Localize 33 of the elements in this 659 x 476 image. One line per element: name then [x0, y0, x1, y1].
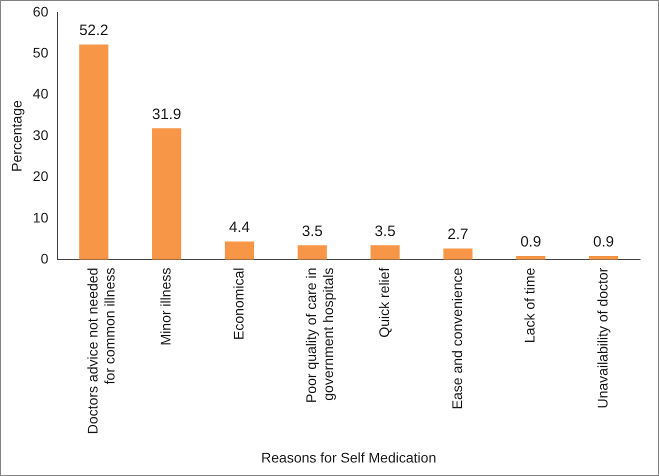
- y-tick-label: 40: [32, 86, 49, 102]
- bar: [370, 245, 400, 260]
- x-tick-label: Lack of time: [522, 267, 538, 344]
- x-tick-label: Poor quality of care in government hospitals: [303, 268, 336, 404]
- data-label: 3.5: [302, 222, 323, 240]
- x-axis-title: Reasons for Self Medication: [261, 449, 436, 466]
- data-label: 0.9: [593, 234, 614, 251]
- y-tick-label: 0: [40, 250, 49, 267]
- x-tick-label: Quick relief: [376, 268, 392, 338]
- data-label: 3.5: [374, 222, 396, 240]
- bar: [152, 128, 182, 260]
- bar: [516, 256, 546, 260]
- x-tick-label: Doctors advice not needed for common illness: [84, 268, 118, 434]
- data-label: 31.9: [152, 106, 182, 123]
- data-label: 0.9: [520, 234, 542, 251]
- y-tick-label: 60: [32, 3, 49, 20]
- y-axis-title: Percentage: [8, 100, 24, 172]
- y-tick-label: 20: [32, 168, 49, 184]
- data-label: 2.7: [448, 226, 468, 244]
- x-tick-label: Minor illness: [157, 268, 174, 346]
- bar: [79, 44, 108, 260]
- x-tick-label: Economical: [230, 268, 246, 340]
- bar: [589, 256, 618, 260]
- x-tick-label: Ease and convenience: [448, 267, 465, 410]
- bar: [443, 248, 472, 260]
- y-tick-label: 50: [32, 44, 49, 60]
- data-label: 52.2: [79, 22, 108, 40]
- y-tick-label: 10: [32, 209, 49, 226]
- bar: [298, 245, 327, 260]
- y-tick-label: 30: [32, 126, 49, 143]
- data-label: 4.4: [229, 219, 250, 236]
- x-tick-label: Unavailability of doctor: [594, 267, 610, 409]
- bar: [224, 242, 254, 260]
